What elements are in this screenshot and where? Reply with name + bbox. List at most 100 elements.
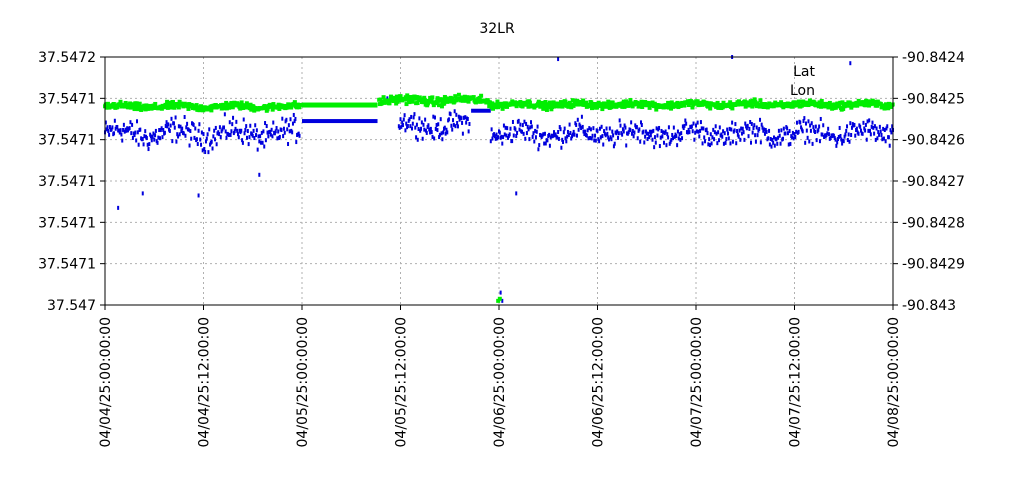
lon-point — [518, 99, 523, 104]
lat-point — [121, 138, 124, 143]
lat-point — [771, 137, 774, 142]
lat-point — [670, 137, 673, 142]
lat-point — [857, 131, 860, 136]
lon-point — [388, 98, 393, 103]
lat-point — [298, 133, 301, 138]
lat-point — [734, 122, 737, 127]
lat-point — [598, 126, 601, 131]
lat-point — [751, 130, 754, 135]
lat-point — [731, 120, 734, 125]
lat-point — [210, 139, 213, 144]
lat-point — [822, 123, 825, 128]
lon-point — [561, 103, 566, 108]
lat-point — [170, 116, 173, 121]
lon-point — [742, 99, 747, 104]
lat-point — [621, 132, 624, 137]
chart-title: 32LR — [479, 21, 515, 37]
lat-point — [604, 133, 607, 138]
lat-point — [263, 144, 266, 149]
lat-point — [621, 127, 624, 132]
lat-point — [801, 129, 804, 134]
lat-point — [293, 119, 296, 124]
lat-point — [865, 137, 868, 142]
lat-point — [530, 124, 533, 129]
lat-point — [148, 142, 151, 147]
x-tick-label: 04/07/25:00:00:00 — [689, 317, 705, 447]
lon-point — [405, 95, 410, 100]
lat-flat-run — [471, 108, 491, 113]
lon-point — [753, 99, 758, 104]
lat-point — [503, 132, 506, 137]
lat-point — [736, 129, 739, 134]
lat-point — [446, 130, 449, 135]
lat-point — [172, 121, 175, 126]
x-tick-label: 04/06/25:12:00:00 — [591, 317, 607, 447]
lon-point — [491, 106, 496, 111]
lat-point — [256, 147, 259, 152]
lat-point — [274, 129, 277, 134]
lat-point — [535, 129, 538, 134]
lat-point — [583, 132, 586, 137]
lon-point — [650, 100, 655, 105]
lat-point — [724, 140, 727, 145]
lat-point — [704, 139, 707, 144]
lon-point — [737, 99, 742, 104]
lat-point — [150, 138, 153, 143]
lat-point — [658, 125, 661, 130]
lat-point — [420, 126, 423, 131]
lat-point — [850, 132, 853, 137]
lon-point — [563, 99, 568, 104]
lon-point — [647, 105, 652, 110]
lat-point — [677, 136, 680, 141]
y2-tick-label: -90.8425 — [902, 91, 965, 107]
lat-point — [768, 128, 771, 133]
lat-point — [681, 136, 684, 141]
lat-point — [849, 61, 852, 66]
lat-point — [652, 128, 655, 133]
lat-point — [154, 128, 157, 133]
lat-point — [602, 142, 605, 147]
lat-point — [869, 132, 872, 137]
lat-point — [120, 132, 123, 137]
lon-point — [638, 104, 643, 109]
lat-point — [655, 126, 658, 131]
lat-point — [775, 137, 778, 142]
lat-point — [660, 128, 663, 133]
lon-point — [762, 105, 767, 110]
lon-point — [270, 107, 275, 112]
lat-point — [759, 140, 762, 145]
lat-point — [835, 143, 838, 148]
lon-point — [867, 99, 872, 104]
lon-point — [471, 95, 476, 100]
lat-point — [435, 123, 438, 128]
lat-point — [687, 127, 690, 132]
lat-point — [198, 122, 201, 127]
lat-point — [618, 118, 621, 123]
lon-point — [818, 102, 823, 107]
lat-point — [218, 125, 221, 130]
lon-point — [730, 106, 735, 111]
lat-point — [676, 129, 679, 134]
lat-point — [430, 130, 433, 135]
lat-point — [543, 141, 546, 146]
lat-point — [158, 128, 161, 133]
legend-label-lat: Lat — [793, 64, 815, 80]
lat-point — [428, 127, 431, 132]
lat-point — [575, 133, 578, 138]
lat-point — [587, 136, 590, 141]
lat-point — [792, 136, 795, 141]
lat-point — [709, 132, 712, 137]
lon-point — [743, 104, 748, 109]
lat-point — [653, 145, 656, 150]
lat-point — [449, 112, 452, 117]
lon-point — [431, 103, 436, 108]
lat-point — [212, 134, 215, 139]
lon-point — [464, 98, 469, 103]
lat-point — [552, 130, 555, 135]
lat-point — [186, 121, 189, 126]
lon-point — [439, 104, 444, 109]
lat-point — [791, 130, 794, 135]
lat-point — [525, 121, 528, 126]
lat-point — [726, 127, 729, 132]
x-tick-label: 04/05/25:00:00:00 — [295, 317, 311, 447]
